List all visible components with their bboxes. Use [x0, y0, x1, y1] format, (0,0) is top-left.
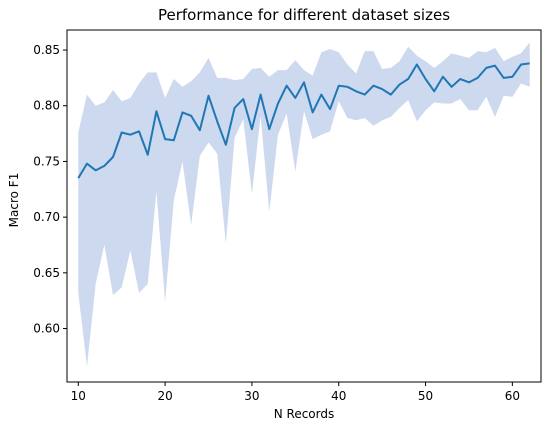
confidence-band	[78, 42, 530, 367]
confidence-band-layer	[78, 42, 530, 367]
y-tick-label: 0.65	[33, 266, 60, 280]
axes-frame	[66, 29, 542, 383]
y-axis-label: Macro F1	[7, 173, 21, 228]
x-axis-ticks: 10 20 30 40 50 60	[71, 382, 520, 403]
x-tick-label: 10	[71, 389, 86, 403]
x-axis-label: N Records	[274, 407, 335, 421]
y-axis-ticks: 0.60 0.65 0.70 0.75 0.80 0.85	[33, 43, 67, 336]
y-tick-label: 0.75	[33, 154, 60, 168]
y-tick-label: 0.70	[33, 210, 60, 224]
x-tick-label: 50	[418, 389, 433, 403]
series-line-macro-f1	[77, 62, 530, 179]
y-tick-label: 0.60	[33, 322, 60, 336]
x-tick-label: 40	[331, 389, 346, 403]
chart-title: Performance for different dataset sizes	[158, 6, 450, 24]
x-tick-label: 20	[157, 389, 172, 403]
y-tick-label: 0.85	[33, 43, 60, 57]
y-tick-label: 0.80	[33, 99, 60, 113]
plot-frame	[66, 29, 542, 383]
x-tick-label: 30	[244, 389, 259, 403]
series-line-layer	[77, 62, 530, 179]
x-tick-label: 60	[505, 389, 520, 403]
